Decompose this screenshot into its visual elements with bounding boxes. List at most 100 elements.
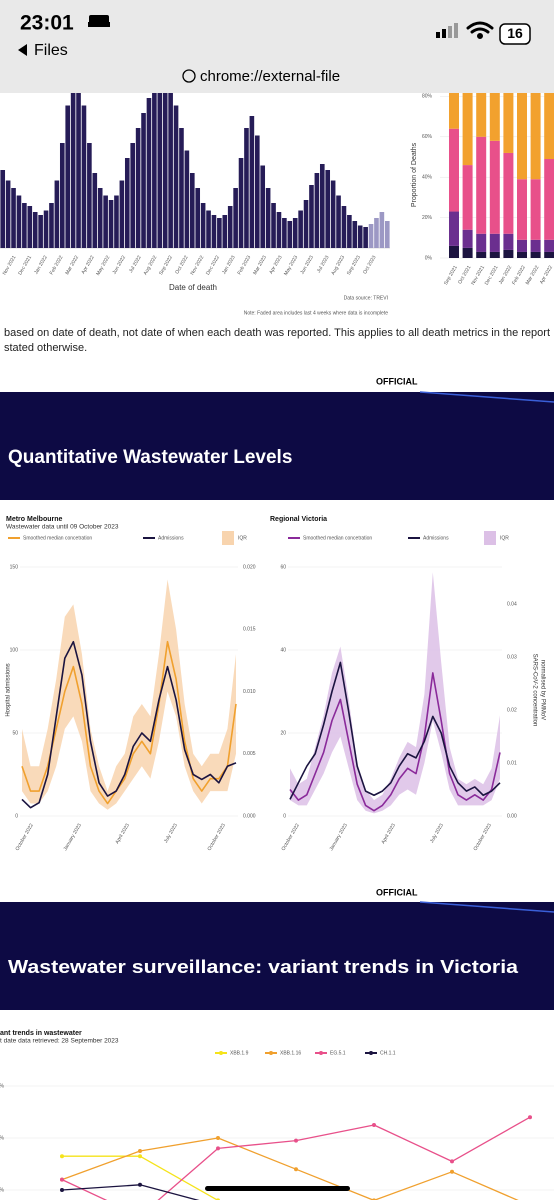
stacked-segment [462,247,473,258]
bar [5,180,11,248]
x-tick-label: Jun 2023 [299,254,315,275]
series-line [289,661,501,800]
bar [114,195,119,248]
bar [162,93,168,248]
y2-axis-label: normalised by PMMoV [539,660,545,720]
x-tick-label: Jun 2022 [112,254,128,275]
y2-tick-label: 0.01 [507,760,517,766]
point [60,1188,64,1192]
point [216,1136,220,1140]
y2-tick-label: 0.015 [243,627,256,633]
bar [336,195,341,248]
bar [314,173,320,248]
bar [374,218,379,248]
bar [282,218,287,248]
bar [119,180,125,248]
bar [379,212,385,248]
point [372,1123,376,1127]
bar [368,224,374,248]
stacked-segment [476,93,487,137]
chart-title: ant trends in wastewater [0,1030,82,1037]
legend-label: CH.1.1 [380,1050,396,1056]
battery [499,23,531,45]
stacked-segment [462,93,473,166]
series-line [289,672,501,812]
stacked-segment [503,233,514,250]
y-axis-label: Hospital admissions [6,663,12,716]
bar [141,113,146,248]
bar [211,215,217,248]
y-tick-label: 0% [425,255,433,261]
x-tick-label: April 2023 [114,822,131,845]
stacked-segment [517,239,527,252]
point [528,1115,532,1120]
x-tick-label: Apr 2022 [539,264,554,285]
x-tick-label: October 2023 [207,822,227,851]
bar [347,215,352,248]
source: Data source: TREVI [344,295,388,301]
chart-subtitle: t date data retrieved: 28 September 2023 [0,1038,119,1045]
x-tick-label: Aug 2022 [142,254,158,276]
clock: 23:01 [20,12,74,35]
stacked-segment [530,251,541,258]
x-tick-label: Jan 2023 [221,254,237,275]
x-tick-label: Oct 2023 [362,254,377,275]
y-tick-label: 40% [422,175,433,181]
y-tick-label: 60% [0,1083,5,1089]
y-tick-label: 80% [422,94,433,100]
stacked-segment [530,93,541,180]
banner-accent [419,901,554,913]
point [450,1169,454,1174]
bar [206,210,211,248]
x-tick-label: Dec 2022 [205,254,221,276]
x-tick-label: Feb 2022 [49,254,65,275]
back-label[interactable]: Files [34,42,68,59]
section-banner [0,902,554,1010]
y-tick-label: 150 [10,564,19,570]
stacked-segment [503,93,514,153]
bar [357,225,363,248]
bar [168,93,173,248]
bar [287,221,293,248]
y-tick-label: 60% [422,134,433,140]
back-arrow[interactable] [18,44,27,56]
bar [271,203,276,248]
series-line [21,640,237,809]
point [138,1149,142,1153]
banner-accent [419,391,554,403]
x-tick-label: Jul 2022 [128,254,143,274]
x-tick-label: Feb 2023 [237,254,253,275]
stacked-segment [517,93,527,180]
x-tick-label: April 2023 [380,822,397,845]
info-icon[interactable] [182,69,196,83]
point [294,1138,298,1143]
bar [108,200,114,248]
stacked-segment [449,211,459,246]
wastewater-slide: 0501001500.0000.0050.0100.0150.020Octobe… [6,516,546,852]
series-line [21,640,237,805]
series-line [62,1155,220,1200]
note: Note: Faded area includes last 4 weeks w… [244,310,388,316]
legend-label: Admissions [158,535,184,541]
x-tick-label: Nov 2022 [189,254,205,276]
bar [249,116,255,248]
x-tick-label: Mar 2022 [64,254,80,275]
bar [76,93,81,248]
stacked-segment [462,165,473,230]
y-axis-label: Proportion of Deaths [411,142,418,207]
bar [189,173,195,248]
home-indicator [205,1186,350,1191]
x-axis-label: Date of death [169,283,217,292]
bar [124,158,130,248]
bar [157,93,163,248]
battery-level: 16 [507,25,523,41]
bar [330,180,336,248]
stacked-segment [544,251,554,258]
chart-subtitle: Wastewater data until 09 October 2023 [6,524,119,531]
address-url[interactable]: chrome://external-file [200,68,340,85]
legend-swatch [222,531,234,545]
bar [59,143,65,248]
x-tick-label: Mar 2023 [252,254,268,275]
bar [309,185,314,248]
